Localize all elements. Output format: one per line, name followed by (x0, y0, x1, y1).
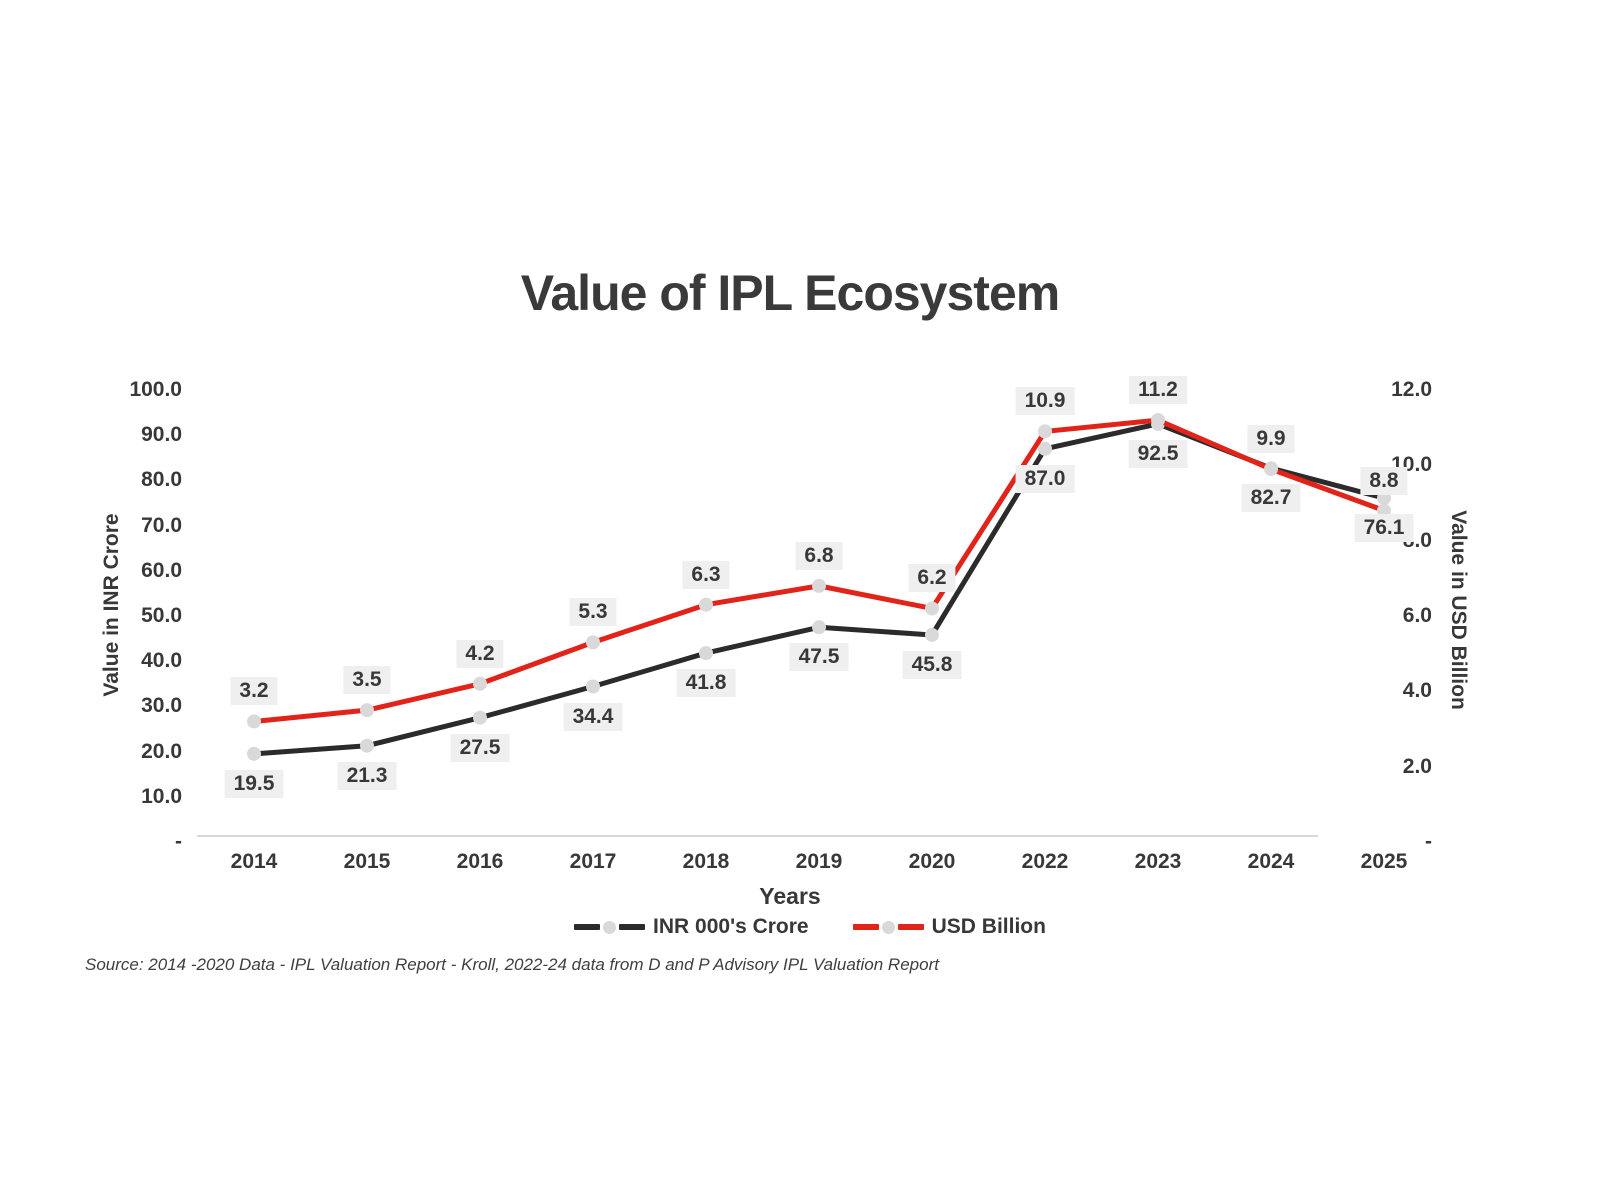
x-axis-tick: 2015 (343, 850, 391, 873)
usd-value-label: 6.3 (682, 560, 730, 589)
chart-title: Value of IPL Ecosystem (520, 265, 1060, 321)
data-point-marker (812, 578, 826, 593)
x-axis-tick: 2023 (1134, 850, 1182, 873)
data-point-marker (247, 746, 261, 761)
inr-value-label: 92.5 (1128, 439, 1188, 468)
legend: INR 000's Crore USD Billion (0, 915, 1600, 939)
data-point-marker (1264, 462, 1278, 477)
x-axis-tick: 2017 (569, 850, 617, 873)
inr-value-label: 41.8 (676, 669, 736, 698)
y-axis-tick-left: 30.0 (141, 694, 182, 718)
dash-icon (574, 924, 601, 930)
usd-value-label: 11.2 (1129, 376, 1187, 405)
y-axis-title-right: Value in USD Billion (1447, 510, 1470, 710)
inr-value-label: 47.5 (789, 643, 849, 672)
usd-value-label: 9.9 (1247, 425, 1295, 454)
marker-dot-icon (603, 920, 617, 934)
x-axis-tick: 2018 (682, 850, 730, 873)
x-axis-tick: 2019 (795, 850, 843, 873)
x-axis-tick: 2020 (908, 850, 956, 873)
y-axis-tick-right: 2.0 (1402, 754, 1432, 778)
data-point-marker (1038, 424, 1052, 439)
data-point-marker (925, 627, 939, 642)
data-point-marker (473, 676, 487, 691)
x-axis-tick: 2025 (1360, 850, 1408, 873)
y-axis-tick-left: 80.0 (141, 468, 182, 492)
legend-item-inr: INR 000's Crore (574, 915, 809, 939)
usd-value-label: 10.9 (1015, 387, 1075, 416)
data-point-marker (1038, 441, 1052, 456)
usd-value-label: 3.5 (343, 666, 391, 695)
dash-icon (619, 924, 646, 930)
source-note: Source: 2014 -2020 Data - IPL Valuation … (85, 955, 939, 974)
x-axis-tick: 2022 (1021, 850, 1069, 873)
x-axis-tick: 2014 (230, 850, 278, 873)
marker-dot-icon (881, 920, 895, 934)
inr-value-label: 34.4 (563, 702, 623, 731)
inr-value-label: 19.5 (224, 769, 284, 798)
data-point-marker (360, 738, 374, 753)
inr-legend-swatch-icon (574, 920, 646, 934)
x-axis-title: Years (759, 883, 821, 909)
x-axis-tick: 2016 (456, 850, 504, 873)
data-point-marker (1151, 413, 1165, 428)
usd-value-label: 4.2 (456, 639, 504, 668)
inr-value-label: 21.3 (337, 761, 397, 790)
y-axis-tick-left: - (175, 830, 182, 853)
y-axis-tick-left: 100.0 (129, 378, 182, 401)
inr-value-label: 45.8 (902, 650, 962, 679)
usd-value-label: 5.3 (569, 598, 617, 627)
y-axis-tick-right: - (1425, 830, 1432, 853)
inr-value-label: 87.0 (1015, 464, 1075, 493)
data-point-marker (473, 710, 487, 725)
dash-icon (897, 924, 924, 930)
data-point-marker (586, 679, 600, 694)
data-point-marker (925, 601, 939, 616)
inr-value-label: 27.5 (450, 733, 510, 762)
data-point-marker (360, 703, 374, 718)
y-axis-tick-left: 10.0 (141, 784, 182, 808)
legend-label-usd: USD Billion (931, 915, 1046, 938)
y-axis-tick-right: 4.0 (1402, 679, 1432, 703)
dash-icon (852, 924, 879, 930)
inr-value-label: 76.1 (1354, 514, 1414, 543)
y-axis-tick-left: 60.0 (141, 558, 182, 582)
data-point-marker (699, 646, 713, 661)
usd-value-label: 6.8 (795, 541, 843, 570)
data-point-marker (699, 597, 713, 612)
legend-item-usd: USD Billion (852, 915, 1046, 939)
data-point-marker (586, 635, 600, 650)
y-axis-tick-left: 70.0 (141, 513, 182, 537)
usd-value-label: 8.8 (1360, 466, 1408, 495)
usd-value-label: 3.2 (230, 677, 278, 706)
y-axis-tick-left: 40.0 (141, 649, 182, 673)
usd-series-line (251, 417, 1387, 724)
y-axis-tick-right: 6.0 (1402, 604, 1432, 627)
data-point-marker (812, 620, 826, 635)
y-axis-tick-left: 50.0 (141, 604, 182, 627)
y-axis-tick-left: 20.0 (141, 739, 182, 763)
usd-legend-swatch-icon (852, 920, 924, 934)
data-point-marker (247, 714, 261, 729)
y-axis-tick-right: 12.0 (1391, 378, 1432, 401)
x-axis-tick: 2024 (1247, 850, 1295, 873)
legend-label-inr: INR 000's Crore (653, 915, 809, 938)
y-axis-tick-left: 90.0 (141, 423, 182, 447)
usd-value-label: 6.2 (908, 564, 956, 593)
inr-value-label: 82.7 (1241, 484, 1301, 513)
